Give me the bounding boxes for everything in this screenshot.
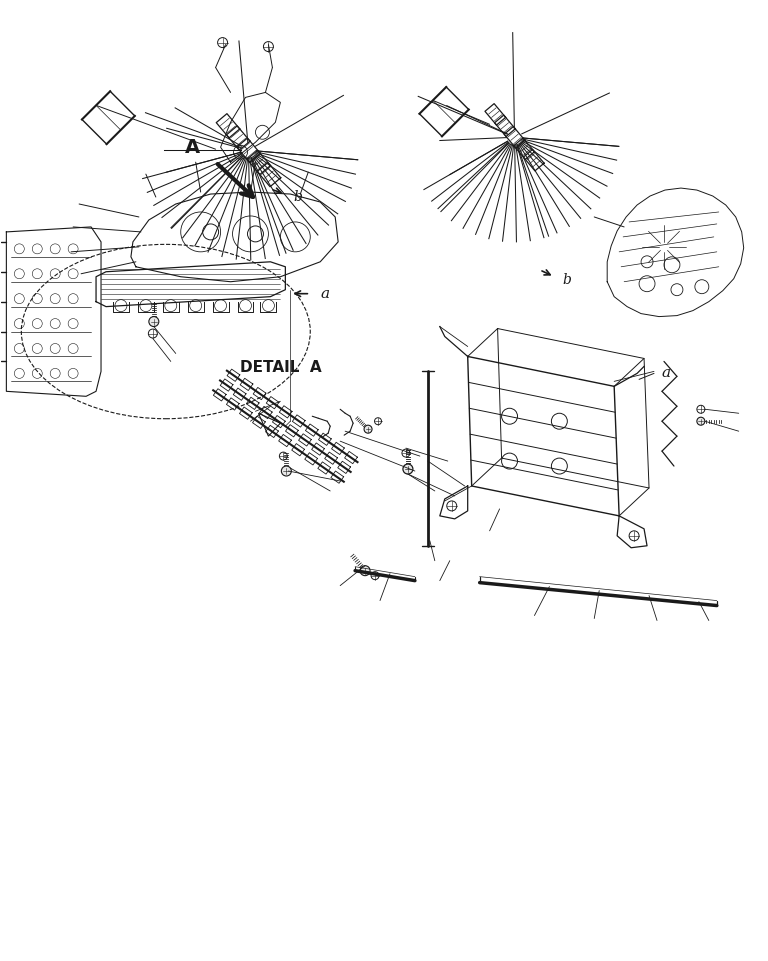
Text: b: b [562, 273, 571, 286]
Circle shape [364, 425, 372, 433]
Text: a: a [320, 286, 329, 301]
Text: DETAIL  A: DETAIL A [240, 360, 322, 375]
Text: a: a [661, 366, 670, 381]
Circle shape [697, 417, 705, 425]
Circle shape [149, 316, 159, 327]
Text: b: b [293, 190, 302, 204]
Circle shape [281, 466, 291, 476]
Text: A: A [185, 137, 200, 157]
Circle shape [360, 566, 370, 576]
Circle shape [403, 464, 413, 474]
